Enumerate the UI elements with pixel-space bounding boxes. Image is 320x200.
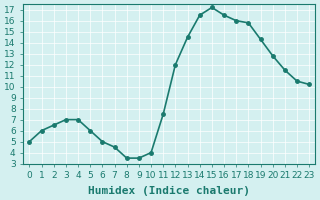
X-axis label: Humidex (Indice chaleur): Humidex (Indice chaleur) [88,186,250,196]
